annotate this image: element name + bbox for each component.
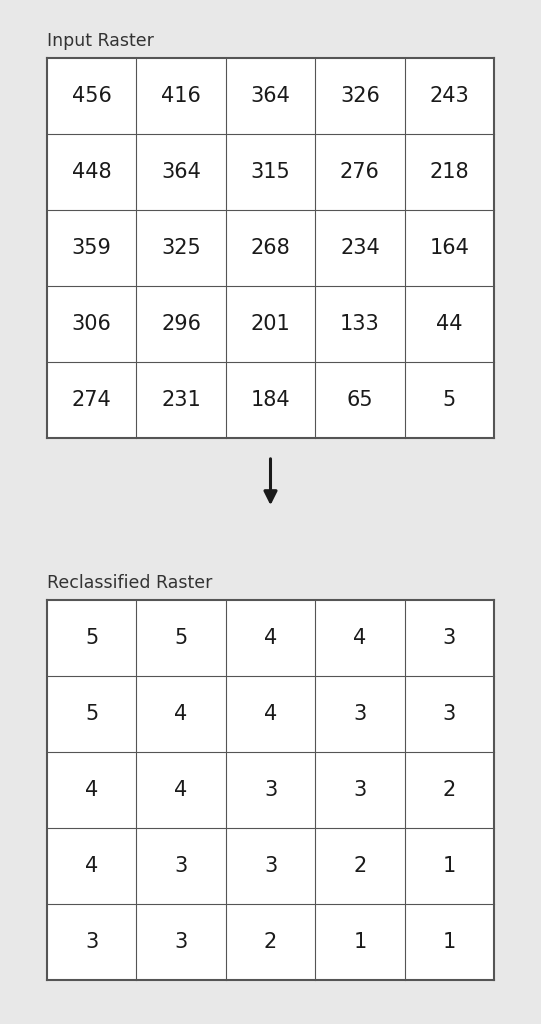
Text: 1: 1 bbox=[443, 932, 456, 952]
Text: 456: 456 bbox=[72, 86, 111, 106]
Text: 296: 296 bbox=[161, 314, 201, 334]
Text: 234: 234 bbox=[340, 238, 380, 258]
Text: 359: 359 bbox=[72, 238, 111, 258]
Text: 3: 3 bbox=[175, 856, 188, 876]
Text: 274: 274 bbox=[72, 390, 111, 410]
Text: 243: 243 bbox=[430, 86, 469, 106]
Text: 4: 4 bbox=[353, 628, 366, 648]
Text: 416: 416 bbox=[161, 86, 201, 106]
Text: 2: 2 bbox=[264, 932, 277, 952]
Text: 325: 325 bbox=[161, 238, 201, 258]
Text: 3: 3 bbox=[264, 856, 277, 876]
Text: 133: 133 bbox=[340, 314, 380, 334]
Text: 364: 364 bbox=[250, 86, 291, 106]
Text: 5: 5 bbox=[85, 705, 98, 724]
Text: 218: 218 bbox=[430, 162, 469, 182]
Text: 164: 164 bbox=[430, 238, 469, 258]
Text: 4: 4 bbox=[264, 705, 277, 724]
Text: 231: 231 bbox=[161, 390, 201, 410]
Text: 326: 326 bbox=[340, 86, 380, 106]
Text: 5: 5 bbox=[85, 628, 98, 648]
Text: 3: 3 bbox=[353, 705, 366, 724]
Text: 315: 315 bbox=[250, 162, 291, 182]
Text: 3: 3 bbox=[85, 932, 98, 952]
Bar bbox=[47, 58, 494, 438]
Text: 44: 44 bbox=[436, 314, 463, 334]
Text: 276: 276 bbox=[340, 162, 380, 182]
Text: 4: 4 bbox=[175, 780, 188, 800]
Text: 448: 448 bbox=[72, 162, 111, 182]
Text: Input Raster: Input Raster bbox=[47, 32, 154, 50]
Text: 4: 4 bbox=[175, 705, 188, 724]
Text: 3: 3 bbox=[443, 705, 456, 724]
Text: 364: 364 bbox=[161, 162, 201, 182]
Text: 2: 2 bbox=[443, 780, 456, 800]
Text: 201: 201 bbox=[250, 314, 291, 334]
Text: 1: 1 bbox=[353, 932, 366, 952]
Text: 2: 2 bbox=[353, 856, 366, 876]
Text: 184: 184 bbox=[250, 390, 291, 410]
Bar bbox=[47, 600, 494, 980]
Text: 4: 4 bbox=[85, 780, 98, 800]
Text: 4: 4 bbox=[85, 856, 98, 876]
Text: 3: 3 bbox=[443, 628, 456, 648]
Text: 268: 268 bbox=[250, 238, 291, 258]
Text: 65: 65 bbox=[347, 390, 373, 410]
Text: 306: 306 bbox=[72, 314, 111, 334]
Text: 1: 1 bbox=[443, 856, 456, 876]
Text: 5: 5 bbox=[443, 390, 456, 410]
Text: 5: 5 bbox=[175, 628, 188, 648]
Text: 4: 4 bbox=[264, 628, 277, 648]
Text: 3: 3 bbox=[353, 780, 366, 800]
Text: 3: 3 bbox=[175, 932, 188, 952]
Text: Reclassified Raster: Reclassified Raster bbox=[47, 574, 213, 592]
Text: 3: 3 bbox=[264, 780, 277, 800]
